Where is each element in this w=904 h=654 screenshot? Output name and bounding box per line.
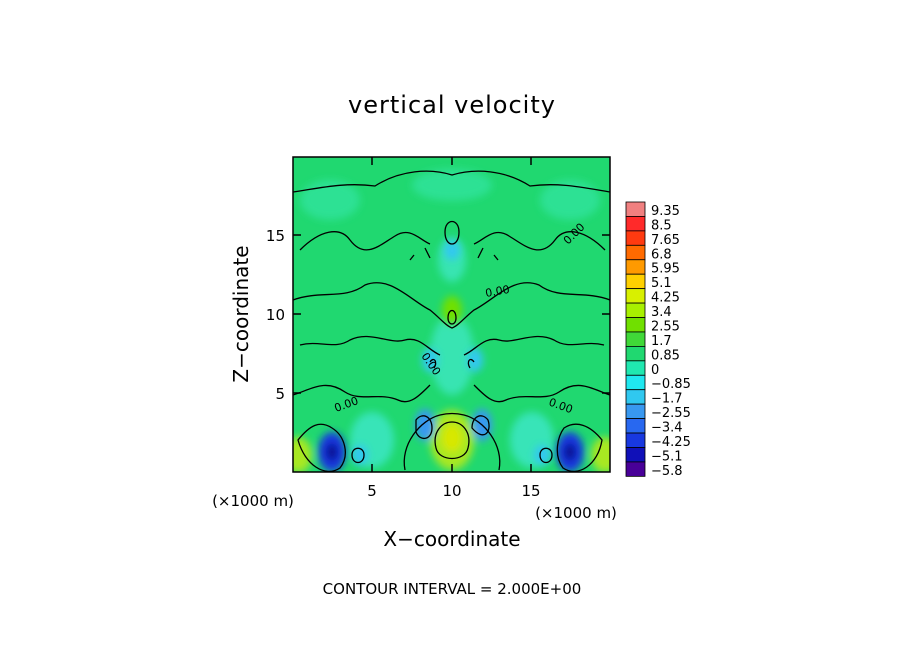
colorbar-label: 5.1: [651, 276, 672, 291]
plot-area: 0.00 0.00 0.00 0.00 0.00: [292, 156, 611, 473]
colorbar-swatch: [625, 461, 646, 477]
y-tick-label: 15: [266, 227, 285, 245]
colorbar-swatch: [625, 447, 646, 463]
x-tick-label: 15: [521, 482, 540, 500]
y-tick-label: 10: [266, 306, 285, 324]
colorbar-swatch: [625, 389, 646, 405]
colorbar-swatch: [625, 273, 646, 290]
contour-label: 0.00: [484, 283, 510, 300]
colorbar-swatch: [625, 432, 646, 448]
chart-title: vertical velocity: [348, 91, 556, 119]
colorbar-label: 0.85: [651, 348, 680, 363]
colorbar-swatch: [625, 418, 646, 434]
colorbar-swatch: [625, 201, 646, 217]
x-tick-label: 5: [367, 482, 377, 500]
x-axis-label: X−coordinate: [383, 527, 520, 551]
x-axis: 5 10 15 (×1000 m) X−coordinate: [367, 482, 617, 551]
colorbar-label: 0: [651, 363, 659, 378]
colorbar-swatch: [625, 230, 646, 246]
colorbar-swatch: [625, 345, 646, 362]
colorbar-swatch: [625, 288, 646, 304]
colorbar-swatch: [625, 403, 646, 420]
colorbar-swatch: [625, 374, 646, 391]
colorbar-label: 2.55: [651, 319, 680, 334]
contour-lines: [293, 170, 610, 472]
y-tick-label: 5: [275, 385, 285, 403]
contour-interval-note: CONTOUR INTERVAL = 2.000E+00: [323, 580, 582, 598]
colorbar-label: 9.35: [651, 204, 680, 219]
colorbar: 9.358.57.656.85.955.14.253.42.551.70.850…: [625, 201, 691, 479]
colorbar-swatch: [625, 244, 646, 261]
colorbar-swatch: [625, 302, 646, 318]
colorbar-label: −1.7: [651, 392, 683, 407]
colorbar-label: −0.85: [651, 377, 691, 392]
colorbar-label: 7.65: [651, 233, 680, 248]
colorbar-label: −5.1: [651, 449, 683, 464]
colorbar-label: 4.25: [651, 291, 680, 306]
y-axis-unit: (×1000 m): [212, 492, 294, 510]
field-features: 0.00 0.00 0.00 0.00 0.00: [293, 169, 610, 472]
colorbar-label: 6.8: [651, 247, 672, 262]
colorbar-swatch: [625, 331, 646, 347]
y-axis: 5 10 15 (×1000 m) Z−coordinate: [212, 227, 294, 510]
x-tick-label: 10: [442, 482, 461, 500]
tick-marks: [293, 157, 610, 472]
y-axis-label: Z−coordinate: [229, 245, 253, 382]
colorbar-label: 3.4: [651, 305, 672, 320]
colorbar-label: −4.25: [651, 435, 691, 450]
colorbar-swatch: [625, 317, 646, 333]
colorbar-swatch: [625, 360, 646, 376]
x-axis-unit: (×1000 m): [535, 504, 617, 522]
colorbar-label: 8.5: [651, 218, 672, 233]
colorbar-swatch: [625, 216, 646, 232]
colorbar-swatch: [625, 259, 646, 275]
colorbar-label: −5.8: [651, 464, 683, 479]
colorbar-label: 1.7: [651, 334, 672, 349]
colorbar-label: −2.55: [651, 406, 691, 421]
colorbar-label: −3.4: [651, 421, 683, 436]
colorbar-label: 5.95: [651, 262, 680, 277]
